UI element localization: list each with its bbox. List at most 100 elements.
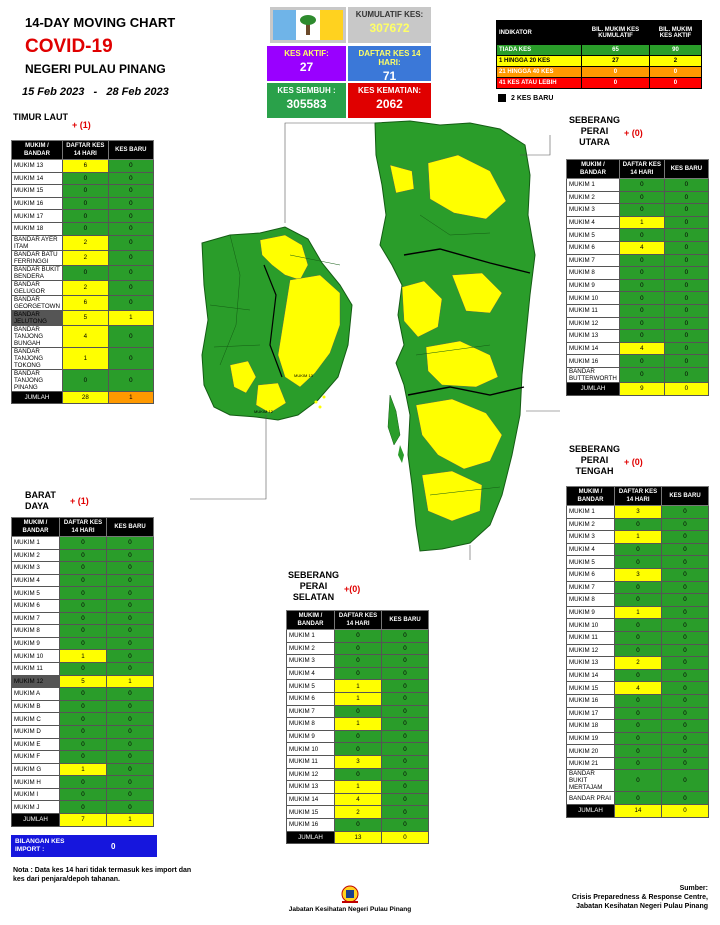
mukim-name: BANDAR AYER ITAM [11,234,63,251]
total-row: JUMLAH 9 0 [566,381,710,396]
kes-kematian-label: KES KEMATIAN: [358,86,421,95]
table-row: MUKIM 14 0 0 [11,171,155,186]
total-label: JUMLAH [11,813,60,827]
indicator-label: TIADA KES [496,44,582,56]
daftar-value: 0 [614,555,662,569]
baru-value: 0 [663,215,710,230]
mukim-name: BANDAR TANJONG BUNGAH [11,324,63,348]
daftar-value: 0 [618,178,665,192]
baru-value: 0 [106,611,154,626]
black-square-icon [498,94,506,102]
baru-value: 0 [107,209,155,223]
map-area-yellow [229,360,257,394]
mukim-name: MUKIM 10 [286,742,335,756]
mukim-name: MUKIM 8 [566,266,620,280]
daftar-value: 0 [61,264,109,281]
table-row: MUKIM 17 0 0 [566,706,709,721]
col-daftar: DAFTAR KES 14 HARI [59,517,107,537]
table-row: MUKIM 11 0 0 [566,303,710,318]
mukim-name: MUKIM 18 [566,719,615,733]
baru-value: 0 [106,624,154,638]
table-row: MUKIM 15 2 0 [286,805,429,819]
mukim-name: MUKIM 4 [11,573,60,588]
baru-value: 0 [661,719,709,733]
daftar-value: 0 [334,666,382,681]
table-row: MUKIM 19 0 0 [566,731,709,746]
baru-value: 0 [106,636,154,651]
baru-value: 0 [661,618,709,632]
daftar-value: 0 [59,699,107,714]
mukim-name: MUKIM 3 [566,203,620,217]
baru-value: 0 [661,731,709,746]
table-header: MUKIM / BANDAR DAFTAR KES 14 HARI KES BARU [566,486,709,506]
col-daftar: DAFTAR KES 14 HARI [618,159,665,179]
baru-value: 0 [663,366,710,383]
mukim-name: MUKIM 19 [566,731,615,746]
table-row: MUKIM 14 4 0 [566,341,710,356]
source-line2: Jabatan Kesihatan Negeri Pulau Pinang [576,903,708,910]
mukim-name: MUKIM 8 [11,624,60,638]
daftar-value: 1 [334,691,382,706]
daftar-value: 0 [618,278,665,293]
mukim-name: MUKIM 14 [566,341,620,356]
total-daftar: 9 [618,381,665,396]
daftar-value: 0 [334,641,382,656]
new-cases-timur-laut: + (1) [72,120,91,130]
mukim-name: MUKIM 12 [566,643,615,658]
table-row: BANDAR AYER ITAM 2 0 [11,234,155,251]
daftar-value: 1 [61,346,109,370]
table-row: MUKIM 20 0 0 [566,744,709,758]
baru-value: 0 [106,687,154,701]
daftar-value: 0 [618,190,665,205]
indicator-header: INDIKATOR [496,20,582,45]
col-daftar: DAFTAR KES 14 HARI [61,140,109,160]
table-row: MUKIM 13 1 0 [286,780,429,794]
baru-value: 0 [381,817,429,832]
daftar-value: 0 [614,791,662,806]
mukim-name: MUKIM 13 [566,329,620,343]
region-label-sp-utara: SEBERANG PERAI UTARA [568,115,620,147]
mukim-name: MUKIM 16 [566,693,615,708]
baru-value: 0 [663,178,710,192]
baru-value: 0 [661,555,709,569]
table-row: MUKIM 14 0 0 [566,668,709,683]
table-row: BANDAR BUTTERWORTH 0 0 [566,366,710,383]
baru-value: 0 [107,264,155,281]
daftar-value: 2 [61,234,109,251]
daftar-kes-value: 71 [382,69,397,83]
daftar-value: 4 [618,341,665,356]
baru-value: 0 [107,234,155,251]
mukim-name: MUKIM 12 [11,674,60,689]
state-title: NEGERI PULAU PINANG [25,62,166,76]
baru-value: 0 [107,368,155,392]
daftar-value: 1 [614,530,662,544]
col-mukim: MUKIM / BANDAR [286,610,335,630]
col-daftar: DAFTAR KES 14 HARI [614,486,662,506]
map-area-yellow [277,274,341,388]
total-row: JUMLAH 7 1 [11,813,154,827]
table-row: MUKIM 12 0 0 [566,316,710,331]
baru-value: 0 [381,742,429,756]
mukim-name: BANDAR PRAI [566,791,615,806]
mukim-name: MUKIM 7 [286,704,335,719]
date-from: 15 Feb 2023 [22,86,85,98]
total-baru: 0 [661,804,709,818]
daftar-value: 0 [618,329,665,343]
daftar-value: 0 [618,253,665,268]
daftar-value: 0 [59,586,107,600]
daftar-value: 0 [334,704,382,719]
table-row: BANDAR TANJONG BUNGAH 4 0 [11,324,155,348]
col-baru: KES BARU [107,140,155,160]
table-row: MUKIM 15 0 0 [11,184,155,198]
map-area-yellow [389,164,415,194]
table-sp-utara: MUKIM / BANDAR DAFTAR KES 14 HARI KES BARU… [566,159,710,396]
date-range: 15 Feb 2023 - 28 Feb 2023 [22,86,192,98]
mukim-name: MUKIM 11 [11,661,60,676]
